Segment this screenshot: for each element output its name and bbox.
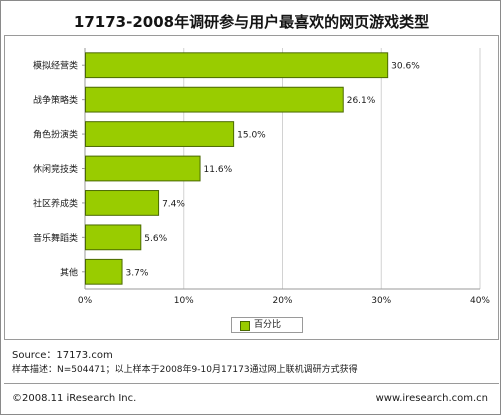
data-label: 26.1% — [347, 96, 376, 106]
category-label: 其他 — [60, 266, 78, 278]
x-tick-label: 20% — [272, 296, 292, 306]
bar — [85, 190, 160, 216]
x-tick-label: 30% — [371, 296, 391, 306]
bar — [85, 52, 389, 79]
data-label: 3.7% — [126, 268, 149, 278]
data-label: 7.4% — [162, 199, 185, 209]
category-label: 音乐舞蹈类 — [33, 232, 78, 244]
bar — [85, 121, 235, 147]
bar — [85, 224, 142, 251]
legend: 百分比 — [231, 317, 303, 333]
data-label: 11.6% — [204, 165, 233, 175]
legend-label: 百分比 — [254, 320, 282, 330]
legend-swatch — [240, 321, 250, 331]
bar — [85, 155, 201, 182]
category-label: 角色扮演类 — [33, 129, 78, 141]
bar — [85, 258, 123, 285]
sample-note: 样本描述：N=504471；以上样本于2008年9-10月17173通过网上联机… — [12, 365, 358, 375]
category-label: 模拟经营类 — [33, 60, 78, 72]
category-label: 休闲竞技类 — [33, 163, 78, 175]
chart-title: 17173-2008年调研参与用户最喜欢的网页游戏类型 — [73, 13, 430, 31]
source-note: Source：17173.com — [12, 350, 113, 361]
data-label: 15.0% — [237, 131, 266, 141]
category-label: 战争策略类 — [33, 94, 78, 106]
bar-chart: 0% 10% 20% 30% 40% 模拟经营类 30.6% 战争策略类 26.1% 角色扮演类 1… — [33, 48, 490, 306]
copyright-text: ©2008.11 iResearch Inc. — [12, 393, 137, 404]
x-tick-label: 10% — [174, 296, 194, 306]
bar — [85, 86, 344, 113]
category-label: 社区养成类 — [33, 197, 78, 209]
x-tick-label: 0% — [78, 296, 93, 306]
plot-area-box: 0% 10% 20% 30% 40% 模拟经营类 30.6% 战争策略类 26.1% 角色扮演类 1… — [4, 35, 499, 340]
footer-divider — [4, 383, 499, 384]
x-tick-label: 40% — [470, 296, 490, 306]
data-label: 5.6% — [144, 234, 167, 244]
website-text: www.iresearch.com.cn — [375, 393, 488, 404]
data-label: 30.6% — [391, 62, 420, 72]
